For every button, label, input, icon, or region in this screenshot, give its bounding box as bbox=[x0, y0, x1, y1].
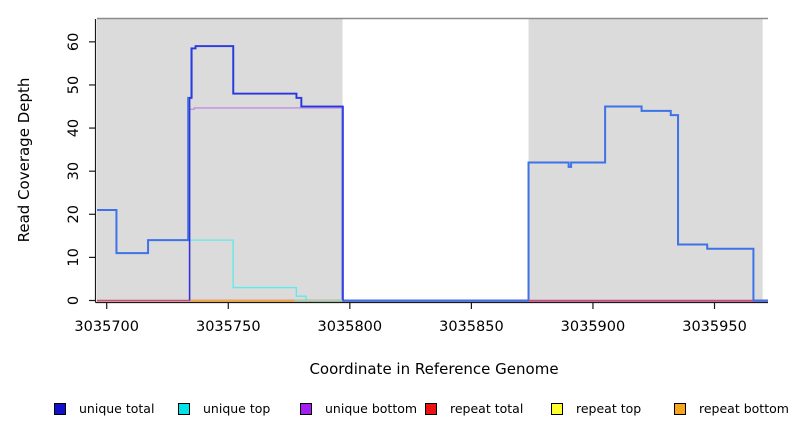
y-tick-label-20: 20 bbox=[66, 205, 82, 223]
repeat-bottom-swatch bbox=[674, 402, 686, 415]
y-axis-label: Read Coverage Depth bbox=[15, 77, 33, 243]
y-tick-label-0: 0 bbox=[66, 296, 82, 305]
repeat-region-right bbox=[528, 19, 763, 303]
unique-total-line bbox=[188, 45, 344, 301]
legend-label-repeat-top: repeat top bbox=[576, 401, 642, 416]
x-tick-label-3035850: 3035850 bbox=[439, 319, 504, 335]
repeat-region-left bbox=[97, 19, 343, 303]
x-axis-label: Coordinate in Reference Genome bbox=[309, 360, 559, 378]
y-tick-label-40: 40 bbox=[66, 119, 82, 137]
legend-label-unique-bottom: unique bottom bbox=[325, 401, 418, 416]
unique-top-line bbox=[189, 239, 309, 302]
legend-label-unique-top: unique top bbox=[203, 401, 271, 416]
x-tick-label-3035950: 3035950 bbox=[682, 319, 747, 335]
legend-label-repeat-bottom: repeat bottom bbox=[699, 401, 789, 416]
x-tick-label-3035750: 3035750 bbox=[196, 319, 261, 335]
y-tick-label-10: 10 bbox=[66, 248, 82, 266]
legend-item-unique-total: unique total bbox=[54, 401, 154, 416]
legend-label-unique-total: unique total bbox=[79, 401, 155, 416]
y-tick-label-30: 30 bbox=[66, 162, 82, 180]
y-tick-label-50: 50 bbox=[66, 76, 82, 94]
y-tick-label-60: 60 bbox=[66, 33, 82, 51]
legend-item-repeat-total: repeat total bbox=[425, 401, 523, 416]
legend-item-unique-top: unique top bbox=[178, 401, 270, 416]
x-tick-label-3035800: 3035800 bbox=[318, 319, 383, 335]
legend-label-repeat-total: repeat total bbox=[450, 401, 524, 416]
x-tick-label-3035900: 3035900 bbox=[561, 319, 626, 335]
unique-bottom-swatch bbox=[300, 402, 312, 415]
legend-item-unique-bottom: unique bottom bbox=[300, 401, 417, 416]
x-tick-label-3035700: 3035700 bbox=[74, 319, 139, 335]
total-coverage-line bbox=[97, 45, 768, 302]
unique-top-swatch bbox=[178, 402, 190, 415]
legend-item-repeat-top: repeat top bbox=[551, 401, 641, 416]
unique-total-swatch bbox=[54, 402, 66, 415]
repeat-total-swatch bbox=[425, 402, 437, 415]
repeat-top-swatch bbox=[551, 402, 563, 415]
legend-item-repeat-bottom: repeat bottom bbox=[674, 401, 789, 416]
